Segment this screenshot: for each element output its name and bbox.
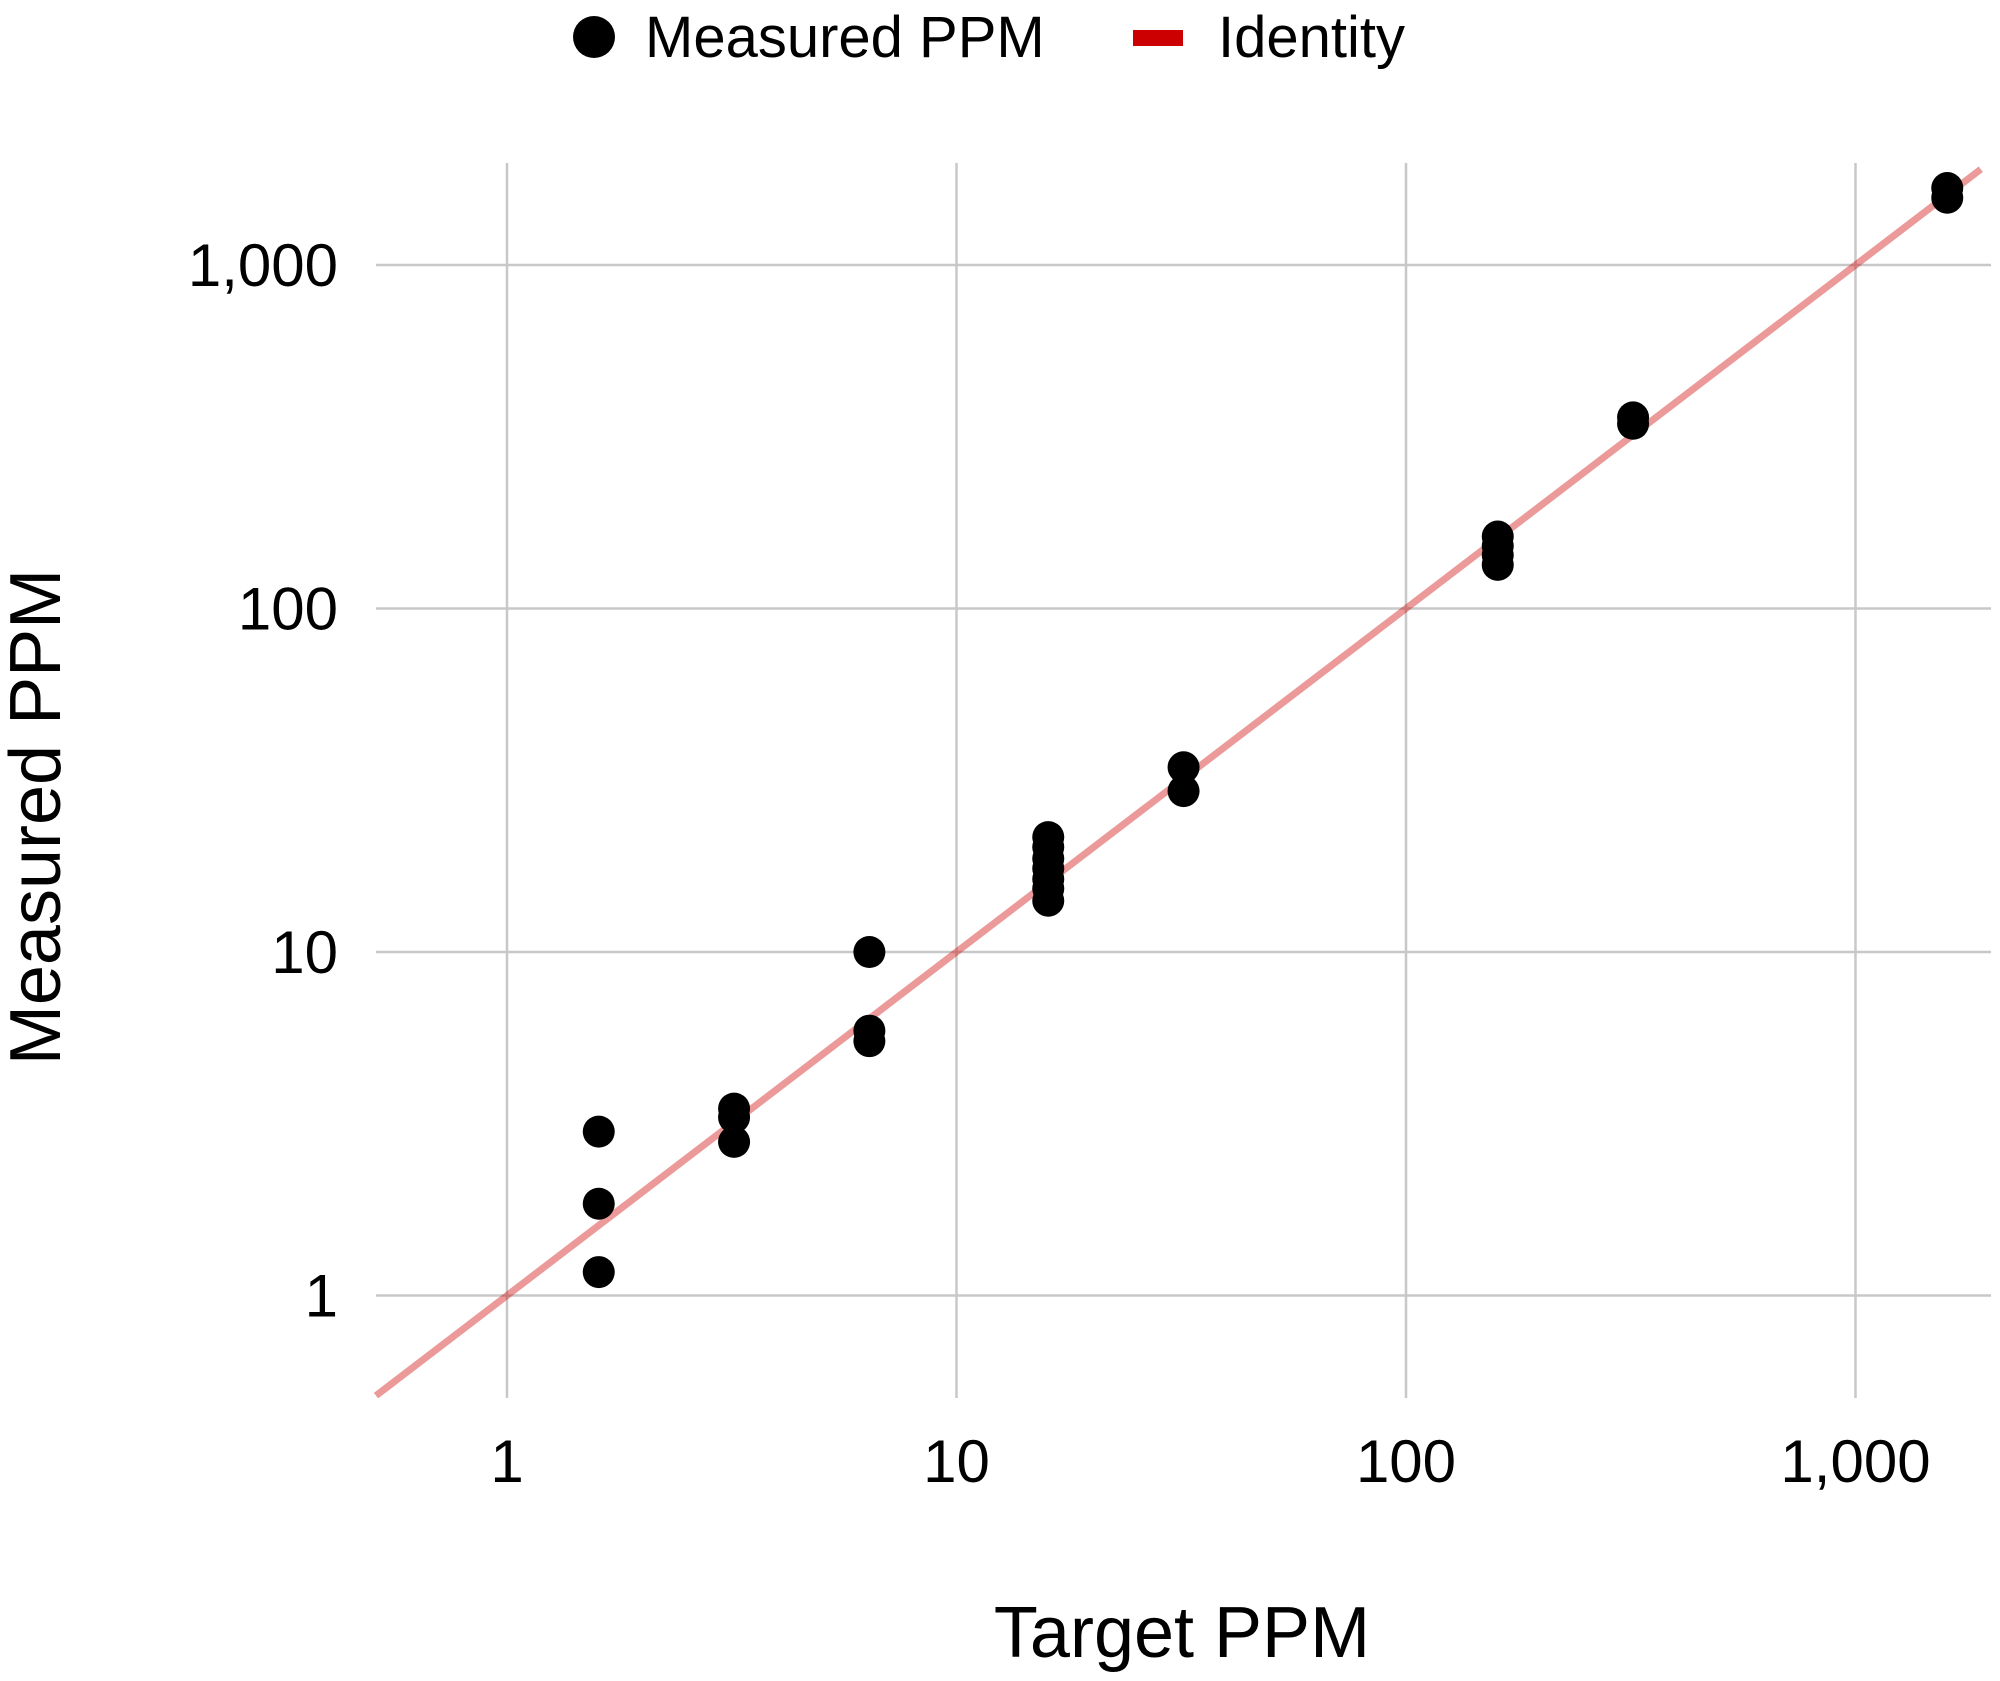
data-point: [1931, 181, 1964, 214]
y-axis: 1 10 100 1,000: [188, 232, 338, 1330]
data-point: [1617, 407, 1650, 440]
data-point: [718, 1101, 751, 1134]
data-point: [853, 1025, 886, 1058]
y-tick-label: 1,000: [188, 232, 338, 299]
legend-label-identity: Identity: [1218, 5, 1405, 70]
data-point: [582, 1115, 615, 1148]
gridlines: [376, 163, 1991, 1398]
y-axis-title: Measured PPM: [0, 569, 76, 1065]
y-tick-label: 10: [271, 919, 338, 986]
line-key-icon: [1133, 30, 1183, 46]
data-point: [582, 1187, 615, 1220]
x-tick-label: 1: [490, 1428, 523, 1495]
legend-item-identity: Identity: [1133, 5, 1405, 70]
legend-label-measured: Measured PPM: [645, 5, 1045, 70]
data-point: [1167, 775, 1200, 808]
data-point: [853, 936, 886, 968]
data-point: [1481, 548, 1514, 581]
data-point: [1167, 751, 1200, 784]
x-axis-title: Target PPM: [994, 1593, 1370, 1673]
y-tick-label: 1: [305, 1263, 338, 1330]
data-point: [582, 1256, 615, 1289]
point-key-icon: [573, 16, 615, 58]
x-tick-label: 100: [1356, 1428, 1456, 1495]
x-tick-label: 1,000: [1780, 1428, 1930, 1495]
x-axis: 1 10 100 1,000: [490, 1428, 1930, 1495]
data-points: [582, 172, 1964, 1289]
y-tick-label: 100: [238, 576, 338, 643]
x-tick-label: 10: [923, 1428, 990, 1495]
legend: Measured PPM Identity: [573, 5, 1405, 70]
data-point: [718, 1125, 751, 1158]
legend-item-measured: Measured PPM: [573, 5, 1045, 70]
data-point: [1032, 884, 1065, 917]
